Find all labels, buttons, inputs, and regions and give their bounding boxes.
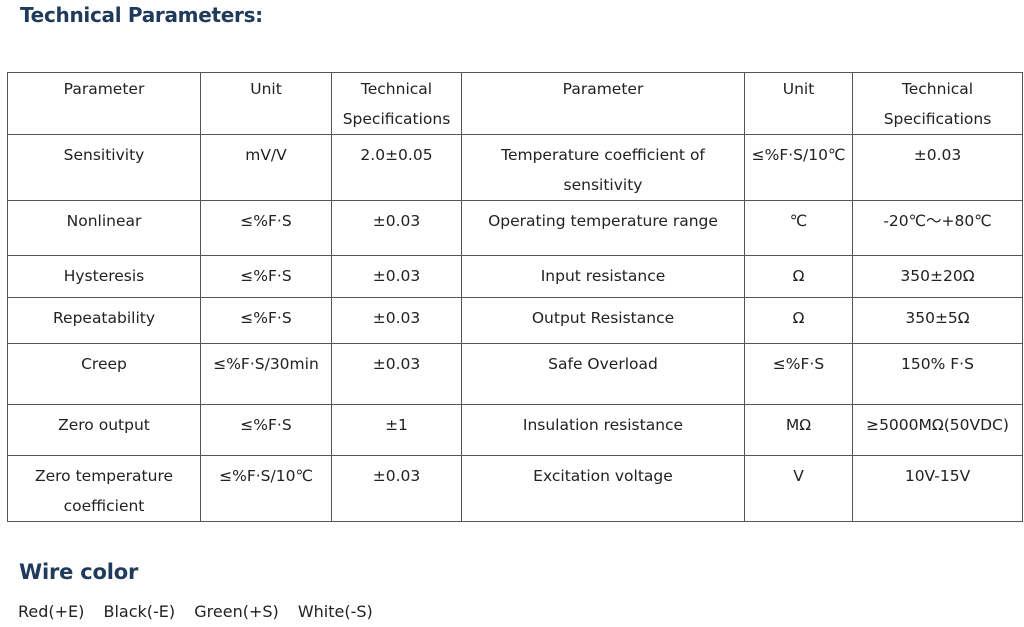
- technical-parameters-table: Parameter Unit Technical Specifications …: [7, 72, 1023, 522]
- table-cell: 2.0±0.05: [331, 134, 462, 201]
- table-cell: Hysteresis: [7, 255, 201, 298]
- wire-color-title: Wire color: [19, 560, 139, 584]
- wire-color-item: Red(+E): [18, 602, 85, 621]
- table-cell: ≥5000MΩ(50VDC): [852, 404, 1023, 456]
- table-cell: Safe Overload: [461, 343, 745, 405]
- header-technical-specifications: Technical Specifications: [331, 72, 462, 135]
- table-cell: ≤%F·S/30min: [200, 343, 332, 405]
- table-cell: 350±5Ω: [852, 297, 1023, 344]
- table-cell: Temperature coefficient of sensitivity: [461, 134, 745, 201]
- table-cell: Nonlinear: [7, 200, 201, 256]
- table-cell: Ω: [744, 255, 853, 298]
- table-cell: V: [744, 455, 853, 522]
- header-parameter: Parameter: [7, 72, 201, 135]
- table-cell: 350±20Ω: [852, 255, 1023, 298]
- table-cell: ≤%F·S: [200, 255, 332, 298]
- table-cell: Input resistance: [461, 255, 745, 298]
- table-cell: Zero temperature coefficient: [7, 455, 201, 522]
- wire-color-list: Red(+E) Black(-E) Green(+S) White(-S): [18, 602, 387, 621]
- table-cell: Sensitivity: [7, 134, 201, 201]
- table-row: Nonlinear ≤%F·S ±0.03 Operating temperat…: [7, 200, 1023, 256]
- table-cell: ℃: [744, 200, 853, 256]
- table-cell: MΩ: [744, 404, 853, 456]
- table-cell: Operating temperature range: [461, 200, 745, 256]
- table-cell: ±0.03: [852, 134, 1023, 201]
- table-cell: ≤%F·S/10℃: [200, 455, 332, 522]
- table-cell: ±0.03: [331, 343, 462, 405]
- table-row: Creep ≤%F·S/30min ±0.03 Safe Overload ≤%…: [7, 343, 1023, 405]
- table-cell: 10V-15V: [852, 455, 1023, 522]
- table-cell: ±0.03: [331, 455, 462, 522]
- table-cell: ≤%F·S/10℃: [744, 134, 853, 201]
- header-parameter: Parameter: [461, 72, 745, 135]
- wire-color-item: Green(+S): [194, 602, 279, 621]
- table-row: Sensitivity mV/V 2.0±0.05 Temperature co…: [7, 134, 1023, 201]
- header-technical-specifications: Technical Specifications: [852, 72, 1023, 135]
- page-title: Technical Parameters:: [20, 3, 263, 27]
- table-row: Zero output ≤%F·S ±1 Insulation resistan…: [7, 404, 1023, 456]
- table-cell: ±0.03: [331, 200, 462, 256]
- table-cell: Zero output: [7, 404, 201, 456]
- table-cell: mV/V: [200, 134, 332, 201]
- table-cell: ≤%F·S: [200, 200, 332, 256]
- table-row: Repeatability ≤%F·S ±0.03 Output Resista…: [7, 297, 1023, 344]
- table-cell: ±0.03: [331, 255, 462, 298]
- table-header-row: Parameter Unit Technical Specifications …: [7, 72, 1023, 135]
- table-cell: Repeatability: [7, 297, 201, 344]
- header-unit: Unit: [744, 72, 853, 135]
- wire-color-item: Black(-E): [103, 602, 176, 621]
- table-cell: ±0.03: [331, 297, 462, 344]
- table-cell: Creep: [7, 343, 201, 405]
- table-cell: Output Resistance: [461, 297, 745, 344]
- table-row: Zero temperature coefficient ≤%F·S/10℃ ±…: [7, 455, 1023, 522]
- table-cell: ≤%F·S: [200, 404, 332, 456]
- table-cell: 150% F·S: [852, 343, 1023, 405]
- table-row: Hysteresis ≤%F·S ±0.03 Input resistance …: [7, 255, 1023, 298]
- header-unit: Unit: [200, 72, 332, 135]
- table-cell: Excitation voltage: [461, 455, 745, 522]
- wire-color-item: White(-S): [297, 602, 373, 621]
- table-cell: Ω: [744, 297, 853, 344]
- table-cell: ≤%F·S: [200, 297, 332, 344]
- table-cell: Insulation resistance: [461, 404, 745, 456]
- table-cell: -20℃～+80℃: [852, 200, 1023, 256]
- table-cell: ±1: [331, 404, 462, 456]
- table-cell: ≤%F·S: [744, 343, 853, 405]
